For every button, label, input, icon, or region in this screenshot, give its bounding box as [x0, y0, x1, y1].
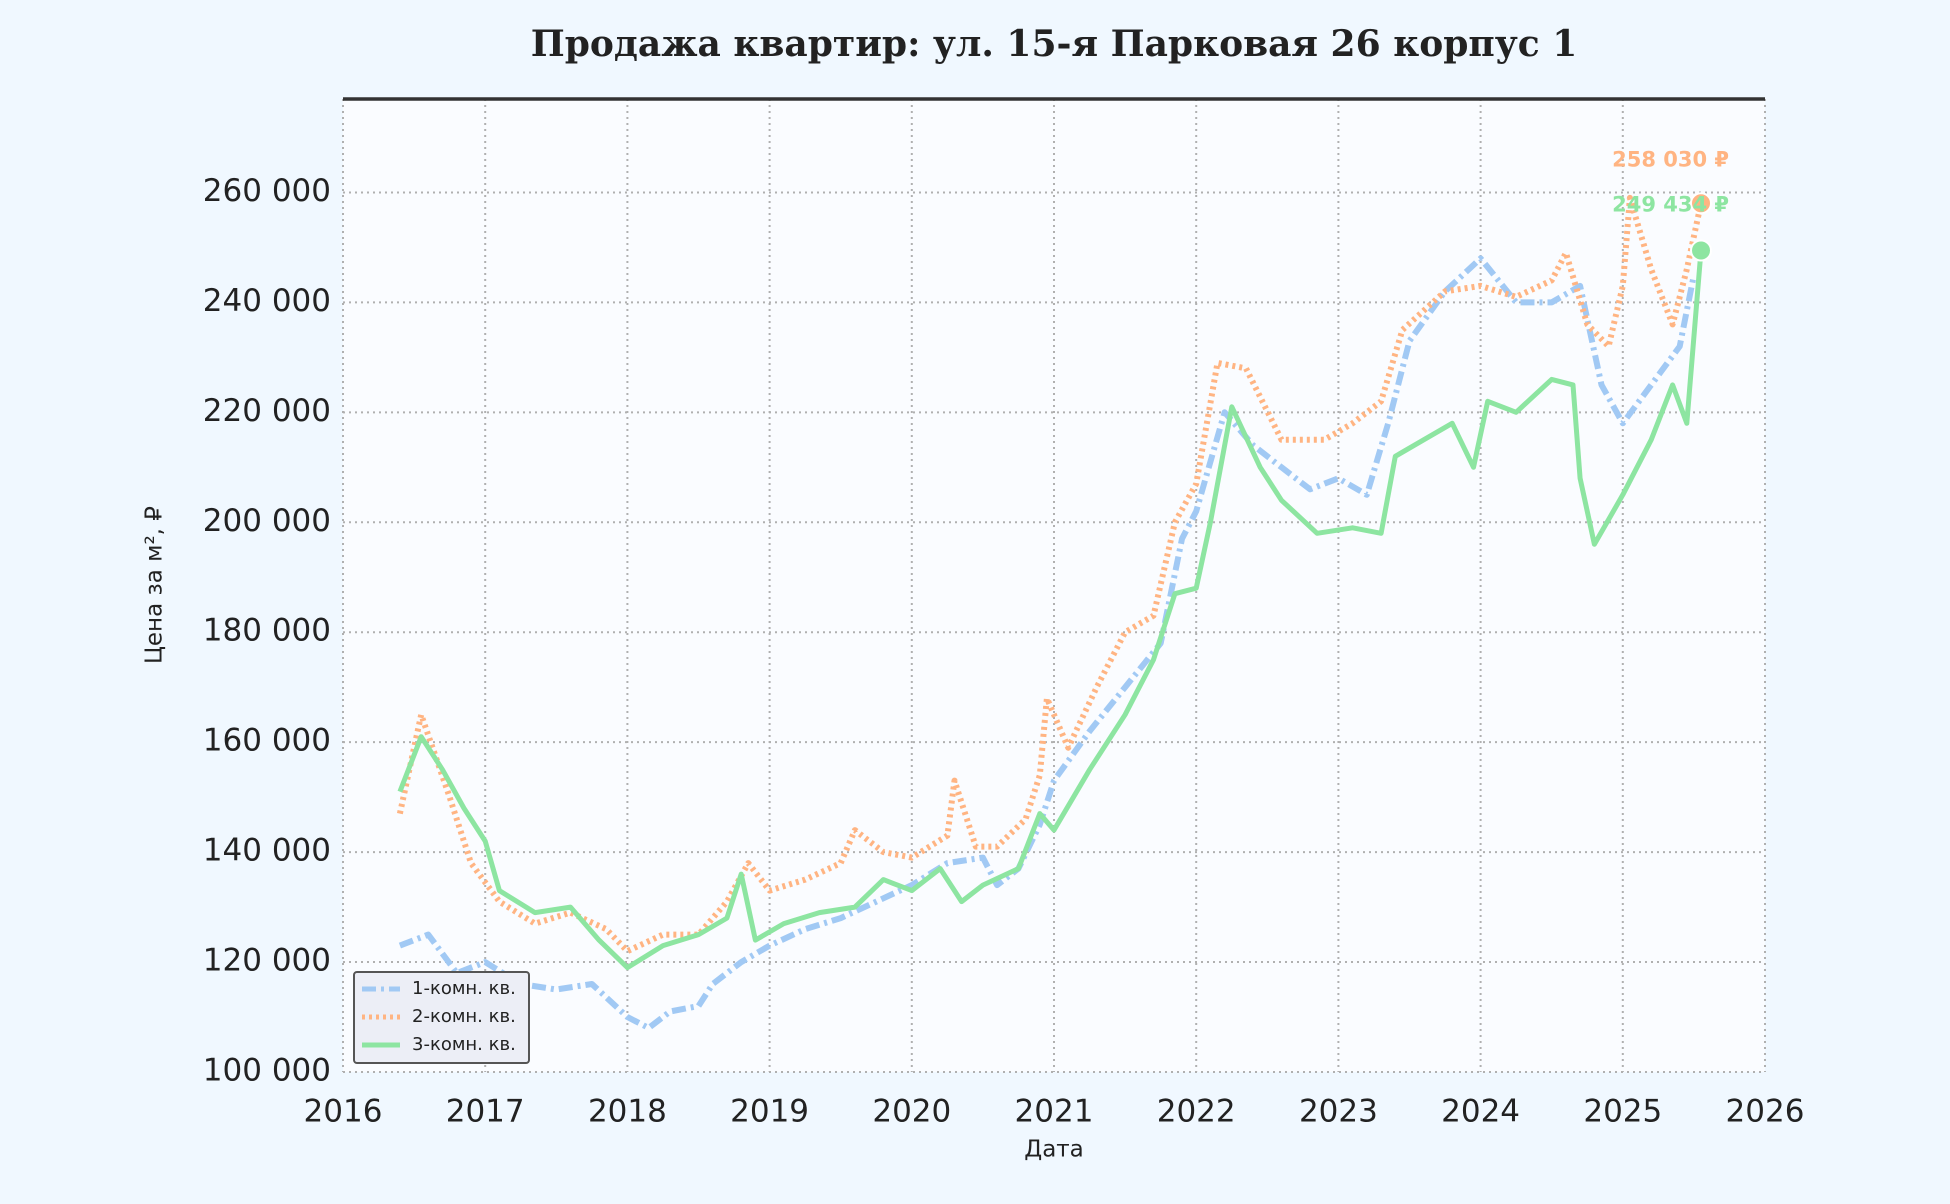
series-line — [396, 194, 1704, 955]
x-tick-label: 2018 — [588, 1094, 667, 1130]
y-tick-label: 140 000 — [203, 833, 331, 869]
x-tick-label: 2019 — [730, 1094, 809, 1130]
y-tick-label: 220 000 — [203, 393, 331, 429]
series-line — [398, 255, 1697, 1031]
y-tick-label: 200 000 — [203, 503, 331, 539]
x-tick-label: 2024 — [1441, 1094, 1520, 1130]
x-axis-label: Дата — [1024, 1137, 1084, 1163]
y-tick-label: 240 000 — [203, 283, 331, 319]
legend-label: 3-комн. кв. — [412, 1034, 516, 1055]
x-tick-label: 2022 — [1157, 1094, 1236, 1130]
y-tick-label: 260 000 — [203, 173, 331, 209]
legend-label: 1-комн. кв. — [412, 978, 516, 999]
legend-box — [353, 971, 530, 1064]
legend-label: 2-комн. кв. — [412, 1006, 516, 1027]
x-tick-label: 2021 — [1015, 1094, 1094, 1130]
end-point — [1690, 239, 1713, 262]
y-tick-label: 160 000 — [203, 723, 331, 759]
y-tick-label: 120 000 — [203, 943, 331, 979]
series-line — [397, 250, 1704, 971]
x-tick-label: 2023 — [1299, 1094, 1378, 1130]
chart-title: Продажа квартир: ул. 15-я Парковая 26 ко… — [531, 23, 1578, 65]
x-tick-label: 2016 — [304, 1094, 383, 1130]
x-tick-label: 2020 — [872, 1094, 951, 1130]
end-label: 249 434 ₽ — [1612, 193, 1729, 217]
x-tick-label: 2026 — [1726, 1094, 1805, 1130]
end-label: 258 030 ₽ — [1612, 147, 1729, 171]
legend: 1-комн. кв. 2-комн. кв. 3-комн. кв. — [353, 971, 530, 1064]
end-point — [1690, 192, 1713, 215]
y-tick-label: 100 000 — [203, 1053, 331, 1089]
x-tick-label: 2017 — [446, 1094, 525, 1130]
y-axis-label: Цена за м², ₽ — [142, 506, 168, 664]
y-tick-label: 180 000 — [203, 613, 331, 649]
x-tick-label: 2025 — [1583, 1094, 1662, 1130]
